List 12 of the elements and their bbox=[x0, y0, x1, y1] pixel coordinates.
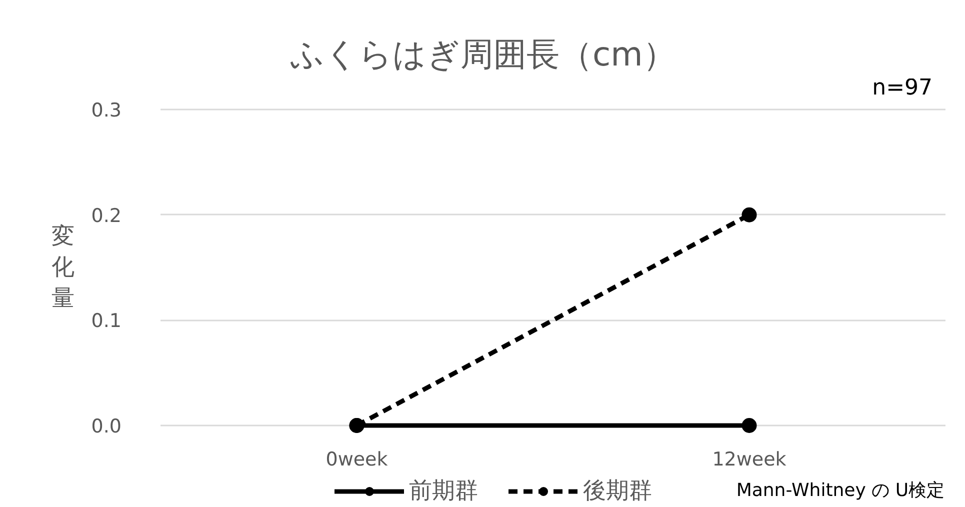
text: Mann-Whitney の U検定 bbox=[736, 480, 945, 501]
y-tick-label: 0.1 bbox=[91, 310, 122, 332]
x-tick-label: 12week bbox=[712, 448, 786, 470]
y-tick-label: 0.0 bbox=[91, 416, 122, 438]
y-tick-label: 0.2 bbox=[91, 204, 122, 227]
y-axis-title: 変化量 bbox=[51, 223, 74, 312]
legend-label: 後期群 bbox=[583, 477, 652, 506]
y-tick-label: 0.3 bbox=[91, 100, 122, 122]
text: n=97 bbox=[872, 76, 933, 100]
chart-title: ふくらはぎ周囲長（cm） bbox=[290, 34, 676, 74]
legend-label: 前期群 bbox=[409, 477, 478, 506]
x-tick-label: 0week bbox=[326, 448, 388, 470]
